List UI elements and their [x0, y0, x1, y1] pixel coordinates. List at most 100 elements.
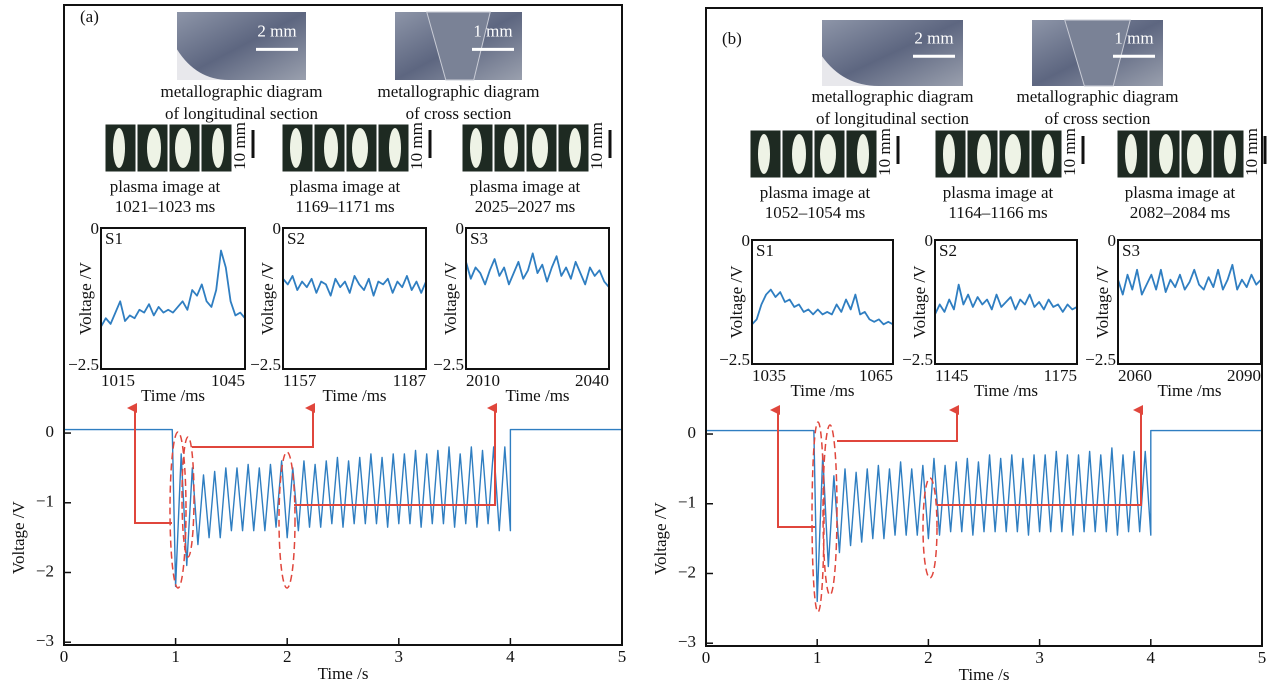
- red-annotations: [127, 403, 497, 589]
- y-axis-label: Voltage /V: [1093, 265, 1112, 339]
- x-tick-label: 4: [1147, 648, 1156, 667]
- plasma-blob: [1042, 134, 1054, 174]
- scale-label: 10 mm: [1242, 128, 1261, 176]
- scale-label: 2 mm: [257, 21, 296, 40]
- y-axis-label: Voltage /V: [76, 261, 95, 335]
- plasma-blob: [113, 128, 125, 168]
- image-caption: of cross section: [406, 104, 512, 123]
- scale-label: 10 mm: [230, 122, 249, 170]
- scale-label: 1 mm: [473, 21, 512, 40]
- y-tick-label: 0: [456, 219, 465, 238]
- plot-area: [1118, 240, 1261, 364]
- signal-line: [64, 428, 622, 588]
- plasma-blob: [820, 134, 836, 174]
- plasma-blob: [504, 128, 518, 168]
- metallographic-image: [822, 20, 963, 86]
- x-tick-label: 1157: [283, 371, 317, 390]
- axes-frame: [465, 227, 610, 370]
- axes-frame: [751, 239, 894, 365]
- panel-label: (a): [80, 7, 99, 26]
- scale-label: 1 mm: [1114, 29, 1153, 48]
- x-tick-label: 1187: [393, 371, 427, 390]
- inset-chart: 1145 1175 0 −2.5 Time /ms Voltage /V S2: [902, 231, 1078, 400]
- plot-area: [283, 228, 426, 369]
- weld-shape: [426, 11, 491, 81]
- plasma-blob: [1159, 134, 1173, 174]
- plasma-blob: [569, 128, 581, 168]
- x-tick-label: 2090: [1227, 366, 1261, 385]
- signal-line: [1117, 263, 1262, 296]
- y-axis-label: Voltage /V: [258, 261, 277, 335]
- weld-shape: [822, 56, 879, 86]
- plasma-caption: 1164–1166 ms: [948, 203, 1047, 222]
- image-caption: of cross section: [1045, 109, 1151, 128]
- y-axis-label: Voltage /V: [9, 500, 28, 574]
- x-tick-label: 1145: [935, 366, 968, 385]
- x-axis-label: Time /s: [959, 665, 1010, 684]
- y-tick-label: −3: [36, 631, 54, 650]
- plasma-caption: 1052–1054 ms: [765, 203, 866, 222]
- metallographic-image: [177, 12, 306, 80]
- y-tick-label: 0: [273, 219, 282, 238]
- signal-line: [706, 429, 1262, 603]
- plasma-blob: [352, 128, 368, 168]
- plasma-caption: 2082–2084 ms: [1130, 203, 1231, 222]
- axes-frame: [282, 227, 427, 370]
- y-tick-label: −1: [36, 492, 54, 511]
- y-tick-label: 0: [46, 422, 55, 441]
- axes-frame: [63, 4, 623, 646]
- plasma-caption: plasma image at: [1125, 183, 1236, 202]
- plasma-blob: [943, 134, 955, 174]
- y-tick-label: −3: [678, 632, 696, 651]
- plasma-blob: [977, 134, 991, 174]
- signal-line: [100, 249, 246, 328]
- signal-line: [751, 288, 894, 326]
- inset-title: S3: [470, 229, 488, 248]
- plasma-blob: [532, 128, 548, 168]
- x-tick-label: 3: [395, 647, 404, 666]
- x-tick-label: 1: [171, 647, 180, 666]
- y-tick-label: −2.5: [902, 350, 933, 369]
- inset-chart: 2060 2090 0 −2.5 Time /ms Voltage /V S3: [1085, 231, 1262, 400]
- x-tick-label: 1: [813, 648, 822, 667]
- y-tick-label: −2.5: [433, 355, 464, 374]
- plasma-blob: [792, 134, 806, 174]
- image-caption: of longitudinal section: [816, 109, 969, 128]
- plasma-blob: [290, 128, 302, 168]
- x-tick-label: 0: [60, 647, 69, 666]
- scale-label: 10 mm: [875, 128, 894, 176]
- weld-shape: [1064, 19, 1131, 87]
- x-tick-label: 0: [702, 648, 711, 667]
- plasma-caption: plasma image at: [110, 177, 221, 196]
- inset-title: S1: [756, 241, 774, 260]
- plasma-caption: 2025–2027 ms: [475, 197, 576, 216]
- inset-title: S3: [1122, 241, 1140, 260]
- x-tick-label: 2060: [1118, 366, 1152, 385]
- image-caption: metallographic diagram: [812, 87, 974, 106]
- scale-label: 10 mm: [407, 122, 426, 170]
- inset-title: S2: [939, 241, 957, 260]
- y-axis-label: Voltage /V: [727, 265, 746, 339]
- x-tick-label: 1175: [1044, 366, 1077, 385]
- plot-area: [101, 228, 245, 369]
- y-axis-label: Voltage /V: [651, 501, 670, 575]
- plasma-caption: 1169–1171 ms: [295, 197, 394, 216]
- plasma-blob: [1005, 134, 1021, 174]
- x-tick-label: 4: [506, 647, 515, 666]
- scale-label: 10 mm: [1060, 128, 1079, 176]
- y-tick-label: 0: [1108, 231, 1117, 250]
- image-caption: metallographic diagram: [1017, 87, 1179, 106]
- inset-chart: 1157 1187 0 −2.5 Time /ms Voltage /V S2: [250, 219, 427, 405]
- plot-area: [752, 240, 893, 364]
- inset-chart: 1035 1065 0 −2.5 Time /ms Voltage /V S1: [719, 231, 894, 400]
- x-tick-label: 2: [283, 647, 292, 666]
- plasma-blob: [212, 128, 224, 168]
- image-caption: metallographic diagram: [161, 82, 323, 101]
- plasma-blob: [175, 128, 191, 168]
- red-annotations: [770, 405, 1143, 613]
- plasma-caption: plasma image at: [943, 183, 1054, 202]
- y-tick-label: 0: [742, 231, 751, 250]
- plot-area: [466, 228, 609, 369]
- plasma-caption: plasma image at: [470, 177, 581, 196]
